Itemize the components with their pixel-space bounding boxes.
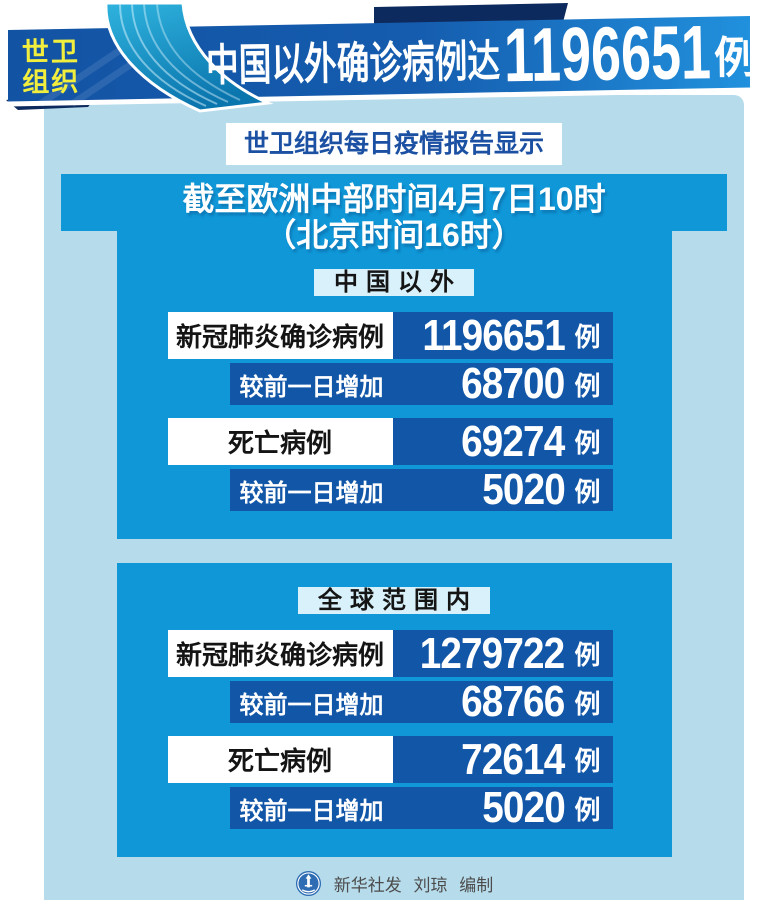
delta-label: 较前一日增加 [239, 479, 384, 507]
stat-label: 新冠肺炎确诊病例 [167, 312, 393, 359]
stat-row-deaths-delta: 较前一日增加 5020 例 [229, 465, 613, 514]
stat-row-deaths: 死亡病例 72614 例 [167, 734, 613, 784]
band-bottom-seam [7, 87, 751, 107]
stat-unit: 例 [574, 322, 601, 352]
cutoff-datetime-line1: 截至欧洲中部时间4月7日10时 [182, 181, 606, 217]
cutoff-datetime: 截至欧洲中部时间4月7日10时 （北京时间16时） [61, 181, 727, 253]
cutoff-datetime-line2: （北京时间16时） [264, 217, 524, 253]
headline-number: 1196651 [503, 10, 711, 98]
delta-label: 较前一日增加 [239, 691, 384, 719]
org-badge-line1: 世卫 [22, 37, 80, 68]
stat-row-confirmed-delta: 较前一日增加 68700 例 [229, 359, 613, 408]
section-title-badge: 中国以外 [314, 269, 474, 296]
stat-value: 69274 [461, 416, 565, 466]
stat-unit: 例 [574, 688, 601, 719]
stat-row-confirmed: 新冠肺炎确诊病例 1279722 例 [167, 628, 613, 678]
stat-row-deaths: 死亡病例 69274 例 [167, 416, 613, 466]
headline-unit: 例 [714, 33, 759, 83]
stat-value: 5020 [481, 783, 566, 832]
date-and-outside-china-block: 截至欧洲中部时间4月7日10时 （北京时间16时） 中国以外 新冠肺炎确诊病例 … [61, 174, 727, 539]
stat-row-deaths-delta: 较前一日增加 5020 例 [229, 783, 613, 832]
stat-row-confirmed-delta: 较前一日增加 68766 例 [229, 677, 613, 726]
stat-value-box: 72614 例 [392, 734, 613, 784]
delta-label: 较前一日增加 [239, 373, 384, 401]
stat-value: 1196651 [422, 310, 565, 360]
stat-value-box: 1196651 例 [392, 310, 613, 360]
report-source-badge: 世卫组织每日疫情报告显示 [225, 123, 562, 165]
stat-value: 72614 [461, 734, 565, 784]
credit-text: 新华社发 刘琼 编制 [333, 875, 494, 895]
stat-value: 68700 [461, 359, 565, 408]
stat-row-confirmed: 新冠肺炎确诊病例 1196651 例 [167, 310, 613, 360]
headline-prefix: 中国以外确诊病例达 [206, 37, 501, 90]
stat-unit: 例 [574, 794, 601, 825]
stat-value-box: 较前一日增加 5020 例 [229, 465, 613, 514]
section-global: 全球范围内 新冠肺炎确诊病例 1279722 例 较前一日增加 68766 例 … [116, 563, 672, 857]
stat-label: 死亡病例 [167, 736, 393, 783]
stat-value: 1279722 [419, 628, 565, 678]
ribbon-decoration [104, 1, 274, 113]
stat-unit: 例 [574, 428, 601, 458]
section-outside-china: 中国以外 新冠肺炎确诊病例 1196651 例 较前一日增加 68700 例 [116, 231, 672, 539]
stat-value-box: 较前一日增加 5020 例 [229, 783, 613, 832]
stat-value: 68766 [461, 677, 565, 726]
stat-unit: 例 [574, 476, 601, 507]
stat-value: 5020 [481, 465, 566, 514]
section-title-badge: 全球范围内 [298, 587, 490, 614]
stat-value-box: 较前一日增加 68700 例 [229, 359, 613, 408]
footer: 新华社发 刘琼 编制 [295, 869, 493, 897]
stat-value-box: 1279722 例 [392, 628, 613, 678]
stat-label: 死亡病例 [167, 418, 393, 465]
xinhua-logo-icon [295, 870, 321, 896]
stat-unit: 例 [574, 370, 601, 401]
delta-label: 较前一日增加 [239, 797, 384, 825]
stat-unit: 例 [574, 640, 601, 670]
header-ribbon: 世卫 组织 中国以外确诊病例达 1196651 例 [6, 1, 759, 113]
main-panel: 世卫组织每日疫情报告显示 截至欧洲中部时间4月7日10时 （北京时间16时） 中… [44, 95, 744, 900]
stat-unit: 例 [574, 746, 601, 776]
date-banner [61, 174, 727, 231]
stat-value-box: 69274 例 [392, 416, 613, 466]
stat-label: 新冠肺炎确诊病例 [167, 630, 393, 677]
stat-value-box: 较前一日增加 68766 例 [229, 677, 613, 726]
org-badge-line2: 组织 [22, 66, 80, 98]
